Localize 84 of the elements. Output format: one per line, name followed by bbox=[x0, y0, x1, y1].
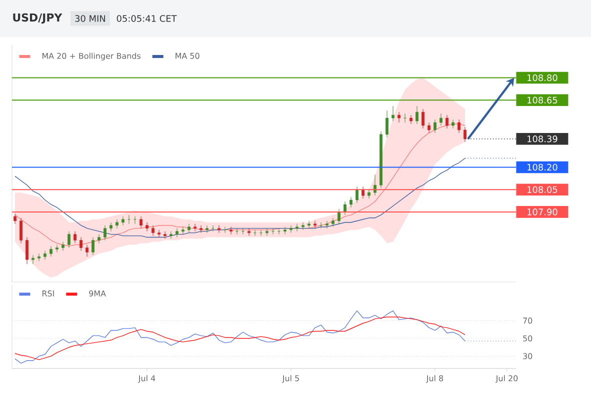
text: 05:05:41 CET bbox=[116, 15, 177, 22]
candlestick bbox=[38, 253, 40, 262]
candlestick bbox=[140, 216, 142, 229]
candlestick bbox=[278, 228, 280, 235]
candlestick bbox=[338, 208, 340, 224]
candlestick bbox=[182, 226, 184, 235]
candlestick bbox=[194, 224, 196, 232]
candlestick bbox=[422, 108, 424, 129]
candlestick bbox=[230, 226, 232, 235]
candlestick bbox=[410, 114, 412, 124]
candlestick bbox=[464, 126, 466, 142]
candlestick bbox=[272, 228, 274, 235]
candlestick bbox=[416, 106, 418, 124]
candlestick bbox=[314, 220, 316, 229]
candlestick bbox=[122, 216, 124, 226]
ref-line-label: 108.65 bbox=[528, 96, 558, 104]
ref-line-label: 108.80 bbox=[528, 74, 558, 82]
candlestick bbox=[386, 110, 388, 138]
candlestick bbox=[74, 231, 76, 244]
chart-subtitle: 30 MIN bbox=[75, 15, 105, 22]
candlestick bbox=[404, 113, 406, 123]
candlestick bbox=[164, 231, 166, 240]
candlestick bbox=[134, 216, 136, 224]
candlestick bbox=[302, 222, 304, 230]
candlestick bbox=[254, 230, 256, 236]
candlestick bbox=[170, 231, 172, 240]
candlestick bbox=[284, 226, 286, 235]
candlestick bbox=[446, 114, 448, 129]
candlestick bbox=[44, 250, 46, 260]
candlestick bbox=[98, 234, 100, 244]
candlestick bbox=[374, 174, 376, 196]
chart-title: USD/JPY bbox=[13, 13, 62, 24]
candlestick bbox=[146, 222, 148, 232]
candlestick bbox=[50, 246, 52, 257]
candlestick bbox=[428, 122, 430, 134]
candlestick bbox=[62, 242, 64, 251]
candlestick bbox=[332, 218, 334, 228]
ref-line-label: 108.05 bbox=[528, 186, 558, 193]
candlestick bbox=[152, 225, 154, 236]
candlestick bbox=[176, 228, 178, 238]
candlestick bbox=[290, 225, 292, 234]
candlestick bbox=[356, 186, 358, 204]
candlestick bbox=[218, 225, 220, 234]
candlestick bbox=[248, 228, 250, 236]
candlestick bbox=[116, 219, 118, 229]
candlestick bbox=[110, 222, 112, 232]
candlestick bbox=[32, 254, 34, 264]
candlestick bbox=[92, 237, 94, 256]
candlestick bbox=[128, 214, 130, 224]
candlestick bbox=[344, 201, 346, 216]
ref-line-label: 107.90 bbox=[528, 208, 558, 216]
candlestick bbox=[206, 225, 208, 234]
candlestick bbox=[308, 220, 310, 229]
candlestick bbox=[440, 113, 442, 126]
candlestick bbox=[104, 225, 106, 241]
candlestick bbox=[200, 225, 202, 234]
candlestick bbox=[26, 237, 28, 264]
candlestick bbox=[80, 237, 82, 251]
candlestick bbox=[212, 225, 214, 232]
candlestick bbox=[236, 228, 238, 235]
candlestick bbox=[296, 224, 298, 232]
candlestick bbox=[266, 228, 268, 236]
candlestick bbox=[398, 112, 400, 123]
candlestick bbox=[56, 244, 58, 252]
candlestick bbox=[326, 220, 328, 229]
candlestick bbox=[260, 230, 262, 236]
ref-line-label: 108.20 bbox=[528, 164, 558, 171]
candlestick bbox=[434, 119, 436, 134]
candlestick bbox=[242, 228, 244, 235]
candlestick bbox=[14, 213, 16, 224]
ref-line-label: 108.39 bbox=[528, 136, 558, 142]
candlestick bbox=[20, 218, 22, 244]
candlestick bbox=[368, 189, 370, 199]
candlestick bbox=[68, 231, 70, 248]
candlestick bbox=[392, 106, 394, 122]
candlestick bbox=[224, 226, 226, 234]
candlestick bbox=[350, 196, 352, 208]
candlestick bbox=[452, 119, 454, 129]
candlestick bbox=[362, 186, 364, 199]
candlestick bbox=[320, 222, 322, 229]
candlestick bbox=[458, 119, 460, 134]
candlestick bbox=[188, 224, 190, 234]
candlestick bbox=[86, 244, 88, 257]
candlestick bbox=[158, 230, 160, 238]
